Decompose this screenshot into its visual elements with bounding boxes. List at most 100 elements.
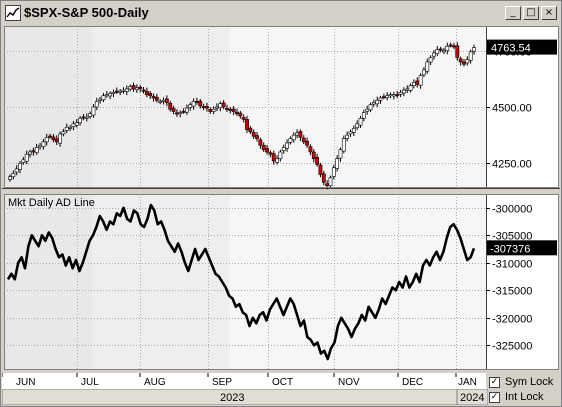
price-candle-body <box>401 89 406 94</box>
price-candle-body <box>368 104 373 111</box>
maximize-button[interactable]: □ <box>523 6 539 20</box>
price-candle-body <box>81 116 86 119</box>
price-candle-body <box>228 108 233 111</box>
price-candle-body <box>235 111 239 115</box>
sym-lock-checkbox[interactable]: ✓ <box>489 377 500 388</box>
chart-canvas[interactable]: 4250.004500.004750.004763.54-300000-3050… <box>2 24 560 388</box>
price-candle-body <box>318 164 323 175</box>
price-candle-body <box>78 117 83 124</box>
price-candle-body <box>91 106 96 116</box>
date-label-oct: OCT <box>272 377 293 388</box>
price-candle-body <box>405 88 410 91</box>
price-candle-body <box>311 151 316 160</box>
title-bar[interactable]: $SPX-S&P 500-Daily _ □ × <box>2 2 560 24</box>
price-candle-body <box>301 137 306 143</box>
pane-divider <box>2 188 560 194</box>
price-candle-body <box>108 93 113 97</box>
price-candle-body <box>24 153 29 162</box>
price-candle-body <box>61 131 66 135</box>
price-candle-body <box>48 135 52 138</box>
chart-app-icon <box>5 5 21 21</box>
price-candle-body <box>114 90 119 93</box>
price-candle-body <box>418 75 423 86</box>
price-candle-body <box>121 89 126 92</box>
price-candle-body <box>452 45 456 48</box>
price-last-value-box <box>487 39 557 55</box>
price-candle-body <box>295 132 299 136</box>
price-candle-body <box>215 106 219 109</box>
price-candle-body <box>271 153 276 162</box>
price-candle-body <box>74 122 79 126</box>
price-candle-body <box>68 126 72 129</box>
price-candle-body <box>338 149 343 159</box>
price-candle-body <box>221 102 226 108</box>
ad-tick-label: -325000 <box>492 341 532 353</box>
price-candle-body <box>472 47 476 52</box>
price-candle-body <box>255 135 259 139</box>
price-candle-body <box>44 137 49 143</box>
price-candle-body <box>218 103 223 108</box>
price-tick-label: 4500.00 <box>492 103 532 115</box>
price-candle-body <box>278 151 283 160</box>
date-label-jan: JAN <box>458 377 477 388</box>
price-candle-body <box>321 173 326 183</box>
price-candle-body <box>161 99 166 102</box>
price-candle-body <box>425 61 430 72</box>
price-candle-body <box>442 50 446 53</box>
price-candle-body <box>51 136 56 140</box>
price-candle-body <box>275 158 279 163</box>
sym-lock-toggle[interactable]: ✓ Sym Lock <box>489 376 559 391</box>
price-candle-body <box>144 90 149 95</box>
pane-2-axis-background <box>486 194 558 370</box>
price-candle-body <box>18 162 22 170</box>
price-candle-body <box>391 94 396 97</box>
ad-last-value: -307376 <box>490 243 530 255</box>
int-lock-checkbox[interactable]: ✓ <box>489 392 500 403</box>
pane-1-band-0 <box>4 26 92 188</box>
ad-last-value-box <box>487 240 557 256</box>
price-candle-body <box>231 108 236 112</box>
price-candle-body <box>388 94 393 97</box>
chart-area[interactable]: 4250.004500.004750.004763.54-300000-3050… <box>2 24 560 388</box>
price-candle-body <box>348 131 353 135</box>
ad-tick-label: -305000 <box>492 231 532 243</box>
price-candle-body <box>128 86 133 90</box>
ad-tick-label: -315000 <box>492 286 532 298</box>
year-axis: 2023 2024 <box>2 389 488 405</box>
price-candle-body <box>8 176 12 180</box>
price-candle-body <box>98 98 103 101</box>
price-candle-body <box>428 57 433 63</box>
price-candle-body <box>328 177 333 187</box>
price-candle-body <box>371 102 376 105</box>
price-candle-body <box>131 85 136 90</box>
price-candle-body <box>408 85 413 91</box>
price-candle-body <box>291 134 296 141</box>
price-candle-body <box>205 106 209 109</box>
minimize-button[interactable]: _ <box>505 6 521 20</box>
price-candle-body <box>331 167 336 177</box>
price-candle-body <box>158 101 163 103</box>
price-candle-body <box>248 127 253 133</box>
close-button[interactable]: × <box>541 6 557 20</box>
price-candle-body <box>365 108 370 112</box>
price-candle-body <box>64 126 69 131</box>
price-candle-body <box>355 123 360 128</box>
price-candle-body <box>54 138 59 143</box>
price-candle-body <box>385 95 390 98</box>
ad-tick-label: -310000 <box>492 259 532 271</box>
price-candle-body <box>208 109 213 112</box>
price-candle-body <box>238 112 243 117</box>
price-candle-body <box>181 110 186 113</box>
price-candle-body <box>191 101 196 107</box>
price-candle-body <box>415 80 420 85</box>
price-candle-body <box>138 86 143 89</box>
price-candle-body <box>395 94 400 97</box>
price-candle-body <box>58 133 62 144</box>
price-candle-body <box>361 112 366 119</box>
price-candle-body <box>11 173 16 178</box>
int-lock-toggle[interactable]: ✓ Int Lock <box>489 391 559 406</box>
price-tick-label: 4250.00 <box>492 159 532 171</box>
price-candle-body <box>225 108 229 110</box>
price-candle-body <box>465 59 470 64</box>
